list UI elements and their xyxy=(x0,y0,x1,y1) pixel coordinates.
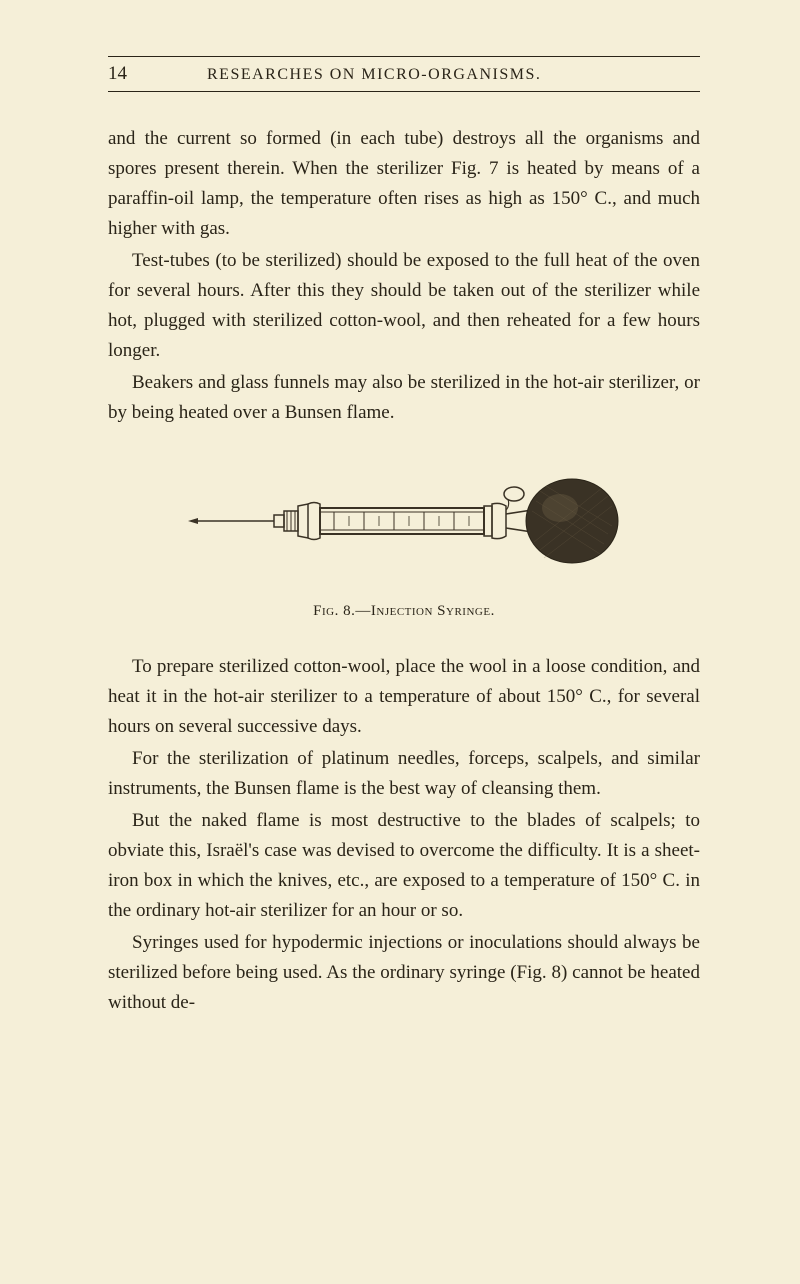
syringe-illustration xyxy=(184,466,624,576)
paragraph-2: Test-tubes (to be sterilized) should be … xyxy=(108,246,700,366)
figure-caption-prefix: Fig. 8.— xyxy=(313,603,371,619)
page-number: 14 xyxy=(108,63,127,85)
page-header: 14 RESEARCHES ON MICRO-ORGANISMS. xyxy=(108,56,700,92)
paragraph-4: To prepare sterilized cotton-wool, place… xyxy=(108,652,700,742)
paragraph-6: But the naked flame is most destructive … xyxy=(108,806,700,926)
body-text: and the current so formed (in each tube)… xyxy=(108,124,700,1018)
figure-caption: Fig. 8.—Injection Syringe. xyxy=(108,600,700,624)
paragraph-5: For the sterilization of platinum needle… xyxy=(108,744,700,804)
paragraph-3: Beakers and glass funnels may also be st… xyxy=(108,368,700,428)
header-title: RESEARCHES ON MICRO-ORGANISMS. xyxy=(207,66,541,84)
paragraph-1: and the current so formed (in each tube)… xyxy=(108,124,700,244)
paragraph-7: Syringes used for hypodermic injections … xyxy=(108,928,700,1018)
figure-caption-text: Injection Syringe. xyxy=(371,603,495,619)
figure-container: Fig. 8.—Injection Syringe. xyxy=(108,466,700,624)
